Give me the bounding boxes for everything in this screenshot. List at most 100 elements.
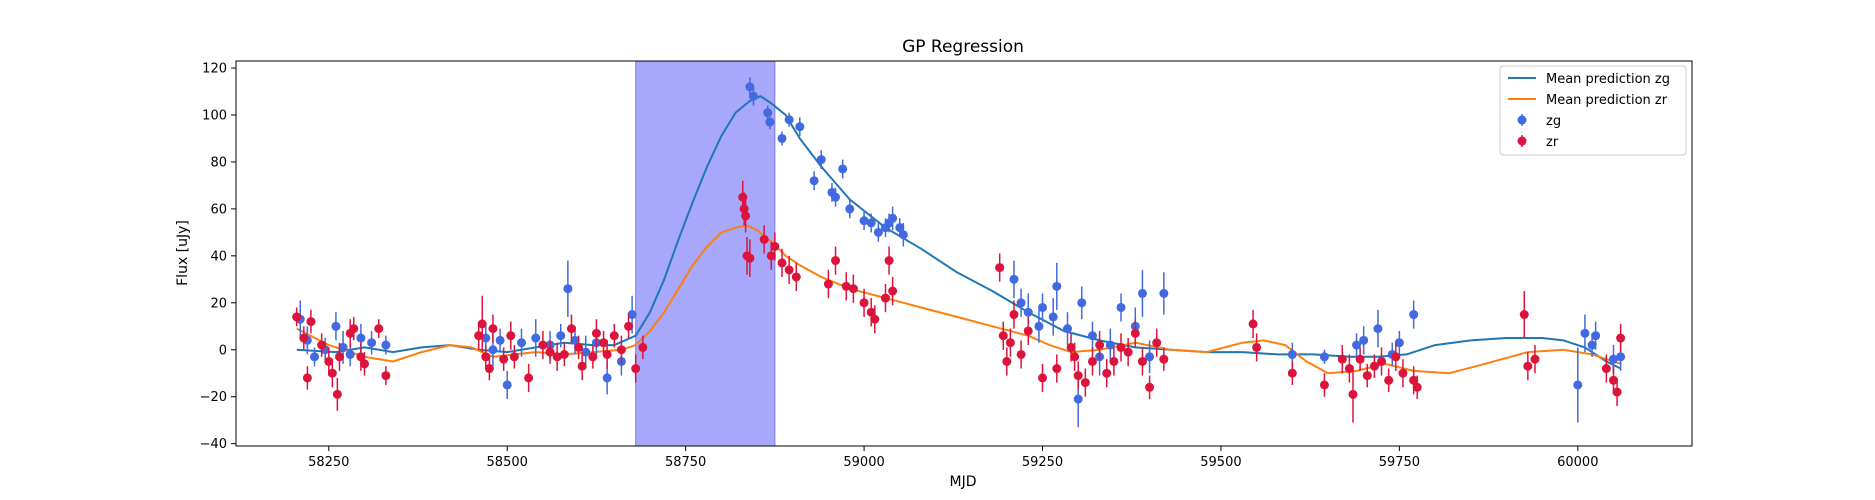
data-point: [1612, 387, 1622, 397]
data-point: [1362, 371, 1372, 381]
data-point: [1023, 326, 1033, 336]
y-axis-label: Flux [uJy]: [175, 220, 191, 286]
data-point: [1377, 356, 1387, 366]
data-point: [538, 340, 548, 350]
data-point: [888, 286, 898, 296]
legend-label: zg: [1546, 114, 1561, 129]
data-point: [1523, 361, 1533, 371]
y-tick-label: 100: [202, 108, 227, 123]
data-point: [624, 321, 634, 331]
legend-label: Mean prediction zr: [1546, 93, 1668, 108]
data-point: [1591, 331, 1601, 341]
data-point: [349, 324, 359, 334]
data-point: [545, 347, 555, 357]
chart-title: GP Regression: [902, 37, 1024, 57]
data-point: [995, 263, 1005, 273]
data-point: [848, 284, 858, 294]
axes: 58250 58500 58750 59000 59250 59500 59750 60000…: [200, 60, 1693, 470]
data-point: [1048, 312, 1058, 322]
data-point: [1038, 302, 1048, 312]
data-point: [859, 298, 869, 308]
data-point: [574, 342, 584, 352]
legend-label: Mean prediction zg: [1546, 72, 1670, 87]
data-point: [841, 281, 851, 291]
x-tick-label: 59500: [1200, 455, 1241, 470]
data-point: [602, 373, 612, 383]
data-point: [898, 230, 908, 240]
data-point: [516, 338, 526, 348]
data-point: [777, 133, 787, 143]
data-point: [1587, 340, 1597, 350]
data-point: [791, 272, 801, 282]
data-point: [1608, 375, 1618, 385]
series-zr: [292, 180, 1626, 423]
data-point: [488, 324, 498, 334]
data-point: [556, 331, 566, 341]
y-tick-label: 60: [210, 202, 227, 217]
data-point: [588, 352, 598, 362]
y-tick-label: 120: [202, 62, 227, 77]
data-point: [1252, 342, 1262, 352]
data-point: [331, 321, 341, 331]
data-point: [1105, 340, 1115, 350]
plot-area: [292, 61, 1626, 446]
data-point: [334, 352, 344, 362]
data-point: [1130, 328, 1140, 338]
data-point: [488, 345, 498, 355]
data-point: [566, 324, 576, 334]
data-point: [1616, 333, 1626, 343]
data-point: [1608, 354, 1618, 364]
data-point: [359, 359, 369, 369]
data-point: [509, 352, 519, 362]
data-point: [1616, 352, 1626, 362]
data-point: [1016, 349, 1026, 359]
axes-frame: [235, 60, 1693, 447]
data-point: [1087, 356, 1097, 366]
data-point: [770, 241, 780, 251]
data-point: [616, 345, 626, 355]
data-point: [1034, 321, 1044, 331]
data-point: [609, 331, 619, 341]
x-tick-label: 59750: [1379, 455, 1420, 470]
data-point: [552, 352, 562, 362]
data-point: [1319, 380, 1329, 390]
data-point: [1355, 354, 1365, 364]
data-point: [748, 91, 758, 101]
data-point: [873, 227, 883, 237]
x-tick-label: 60000: [1557, 455, 1598, 470]
data-point: [1109, 356, 1119, 366]
data-point: [1116, 302, 1126, 312]
data-point: [356, 333, 366, 343]
data-point: [1145, 382, 1155, 392]
data-point: [795, 122, 805, 132]
data-point: [1409, 375, 1419, 385]
data-point: [745, 82, 755, 92]
data-point: [1102, 368, 1112, 378]
data-point: [1530, 354, 1540, 364]
data-point: [327, 368, 337, 378]
data-point: [381, 340, 391, 350]
data-point: [292, 312, 302, 322]
data-point: [591, 328, 601, 338]
data-point: [1601, 364, 1611, 374]
data-point: [1391, 352, 1401, 362]
data-point: [823, 279, 833, 289]
data-point: [531, 333, 541, 343]
data-point: [738, 192, 748, 202]
data-point: [1359, 335, 1369, 345]
y-tick-label: 80: [210, 155, 227, 170]
y-tick-label: 0: [219, 343, 227, 358]
data-point: [570, 335, 580, 345]
data-point: [766, 251, 776, 261]
data-point: [631, 364, 641, 374]
data-point: [759, 234, 769, 244]
data-point: [1337, 354, 1347, 364]
y-tick-label: −40: [200, 437, 227, 452]
data-point: [302, 373, 312, 383]
x-tick-label: 58750: [665, 455, 706, 470]
data-point: [1070, 352, 1080, 362]
data-point: [502, 380, 512, 390]
data-point: [895, 223, 905, 233]
data-point: [1073, 394, 1083, 404]
